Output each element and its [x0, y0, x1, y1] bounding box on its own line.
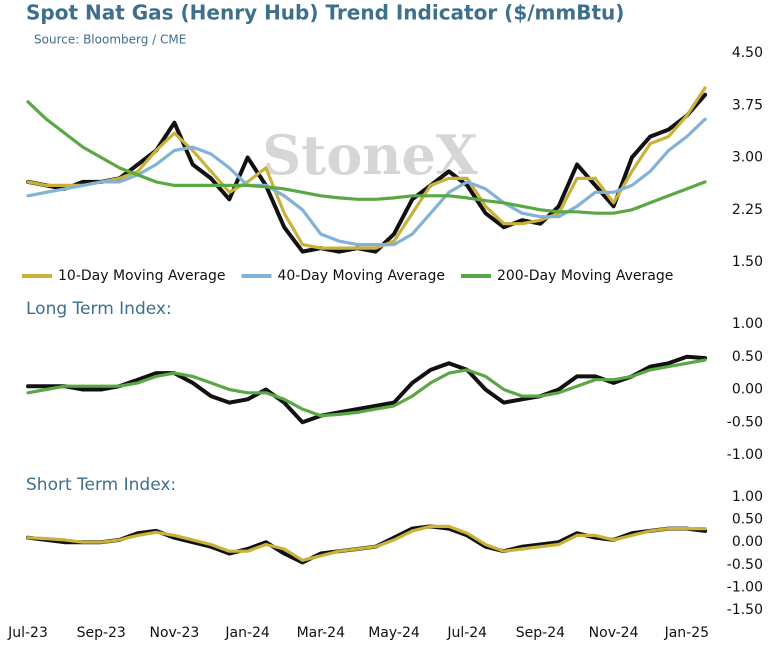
panel-title: Short Term Index:: [26, 475, 176, 495]
y-tick-label: 3.75: [732, 97, 763, 113]
series-line: [26, 86, 707, 250]
y-tick-label: -1.50: [727, 602, 763, 618]
series-line: [26, 354, 708, 425]
panel-title: Long Term Index:: [26, 299, 172, 319]
x-tick-label: Sep-24: [516, 625, 565, 641]
x-tick-label: Jan-25: [664, 625, 709, 641]
series-line: [26, 358, 707, 418]
x-tick-label: Jan-24: [224, 625, 270, 641]
y-tick-label: 1.50: [732, 254, 763, 270]
x-tick-label: Jul-23: [7, 625, 48, 641]
x-tick-label: Nov-24: [589, 625, 639, 641]
y-tick-label: 3.00: [732, 150, 763, 166]
series-line: [26, 100, 707, 215]
y-tick-label: 4.50: [732, 45, 763, 61]
legend-label: 200-Day Moving Average: [497, 268, 673, 284]
series-line: [26, 524, 707, 562]
y-tick-label: 0.00: [732, 534, 763, 550]
y-tick-label: 0.50: [732, 512, 763, 528]
y-tick-label: -0.50: [727, 414, 763, 430]
y-tick-label: 1.00: [732, 489, 763, 505]
y-tick-label: -1.00: [727, 579, 763, 595]
y-tick-label: 2.25: [732, 202, 763, 218]
y-tick-label: -0.50: [727, 557, 763, 573]
x-tick-label: Jul-24: [446, 625, 487, 641]
watermark: StoneX: [262, 123, 478, 187]
y-tick-label: -1.00: [727, 447, 763, 463]
legend-label: 40-Day Moving Average: [277, 268, 444, 284]
x-tick-label: May-24: [368, 625, 420, 641]
series-line: [26, 524, 708, 565]
x-tick-label: Mar-24: [297, 625, 345, 641]
x-tick-label: Sep-23: [77, 625, 126, 641]
x-tick-label: Nov-23: [149, 625, 199, 641]
series-line: [26, 117, 707, 247]
chart-title: Spot Nat Gas (Henry Hub) Trend Indicator…: [26, 1, 624, 25]
y-tick-label: 1.00: [732, 316, 763, 332]
legend-label: 10-Day Moving Average: [58, 268, 225, 284]
y-tick-label: 0.00: [732, 382, 763, 398]
y-tick-label: 0.50: [732, 349, 763, 365]
series-line: [26, 92, 708, 254]
chart-subtitle: Source: Bloomberg / CME: [34, 33, 186, 47]
